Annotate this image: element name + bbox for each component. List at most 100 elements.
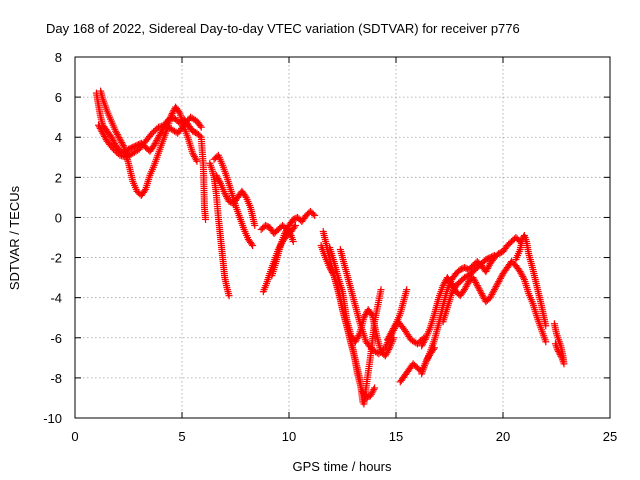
- data-point: [496, 276, 504, 284]
- data-point: [382, 350, 390, 358]
- data-point: [151, 140, 159, 148]
- data-point: [157, 128, 165, 136]
- y-tick-label: -2: [50, 251, 62, 266]
- data-point: [353, 335, 361, 343]
- data-point: [423, 356, 431, 364]
- data-point: [114, 132, 122, 140]
- data-point: [440, 280, 448, 288]
- data-point: [386, 331, 394, 339]
- data-point: [109, 136, 117, 144]
- data-point: [542, 322, 550, 330]
- data-point: [156, 130, 164, 138]
- data-point: [490, 286, 498, 294]
- data-point: [291, 221, 299, 229]
- data-point: [118, 138, 126, 146]
- data-point: [479, 293, 487, 301]
- plot-frame: [74, 56, 611, 419]
- data-point: [554, 347, 562, 355]
- data-point: [101, 134, 109, 142]
- data-point: [99, 129, 107, 137]
- y-tick-label: 0: [55, 210, 62, 225]
- data-point: [383, 336, 391, 344]
- data-point: [141, 187, 149, 195]
- data-point: [117, 137, 125, 145]
- data-point: [107, 133, 115, 141]
- data-point: [517, 269, 525, 277]
- data-point: [419, 339, 427, 347]
- data-point: [189, 149, 197, 157]
- data-point: [462, 282, 470, 290]
- data-point: [472, 280, 480, 288]
- data-point: [354, 333, 362, 341]
- grid: [75, 57, 610, 418]
- data-point: [150, 141, 158, 149]
- data-point: [425, 353, 433, 361]
- data-point: [290, 223, 298, 231]
- data-point: [152, 138, 160, 146]
- y-tick-label: -4: [50, 291, 62, 306]
- data-point: [212, 171, 220, 179]
- data-point: [484, 263, 492, 271]
- data-point: [473, 282, 481, 290]
- data-point: [486, 294, 494, 302]
- data-point: [472, 278, 480, 286]
- data-point: [490, 287, 498, 295]
- data-point: [426, 350, 434, 358]
- data-point: [496, 274, 504, 282]
- data-point: [191, 154, 199, 162]
- data-point: [115, 134, 123, 142]
- y-tick-label: 8: [55, 50, 62, 65]
- x-tick-label: 20: [496, 429, 510, 444]
- data-point: [470, 275, 478, 283]
- y-axis-ticks: -10 -8 -6 -4 -2 0 2 4 6 8: [43, 50, 610, 426]
- data-point: [439, 282, 447, 290]
- data-point: [113, 129, 121, 137]
- data-point: [101, 132, 109, 140]
- data-point: [327, 267, 335, 275]
- data-point: [516, 268, 524, 276]
- data-point: [421, 335, 429, 343]
- data-point: [112, 127, 120, 135]
- data-point: [196, 122, 204, 130]
- data-point: [283, 225, 291, 233]
- data-point: [419, 340, 427, 348]
- data-point: [110, 138, 118, 146]
- data-point: [213, 173, 221, 181]
- data-marks: [92, 87, 568, 408]
- data-point: [311, 211, 319, 219]
- data-point: [381, 352, 389, 360]
- data-point: [388, 328, 396, 336]
- data-point: [251, 221, 259, 229]
- data-point: [491, 284, 499, 292]
- data-point: [192, 156, 200, 164]
- data-point: [148, 129, 156, 137]
- data-point: [376, 348, 384, 356]
- data-point: [449, 286, 457, 294]
- data-point: [249, 242, 257, 250]
- y-tick-label: 4: [55, 130, 62, 145]
- x-tick-label: 25: [603, 429, 617, 444]
- data-point: [108, 135, 116, 143]
- data-point: [493, 281, 501, 289]
- data-point: [418, 342, 426, 350]
- data-point: [383, 349, 391, 357]
- data-point: [225, 292, 233, 300]
- data-point: [248, 240, 256, 248]
- data-point: [367, 390, 375, 398]
- data-point: [391, 321, 399, 329]
- data-point: [490, 252, 498, 260]
- data-point: [119, 142, 127, 150]
- data-point: [389, 325, 397, 333]
- data-point: [448, 288, 456, 296]
- data-point: [461, 284, 469, 292]
- data-point: [450, 285, 458, 293]
- data-point: [492, 282, 500, 290]
- data-point: [448, 290, 456, 298]
- y-tick-label: -6: [50, 331, 62, 346]
- data-point: [113, 148, 121, 156]
- data-point: [520, 274, 528, 282]
- data-point: [360, 400, 368, 408]
- data-point: [202, 215, 210, 223]
- x-tick-label: 10: [282, 429, 296, 444]
